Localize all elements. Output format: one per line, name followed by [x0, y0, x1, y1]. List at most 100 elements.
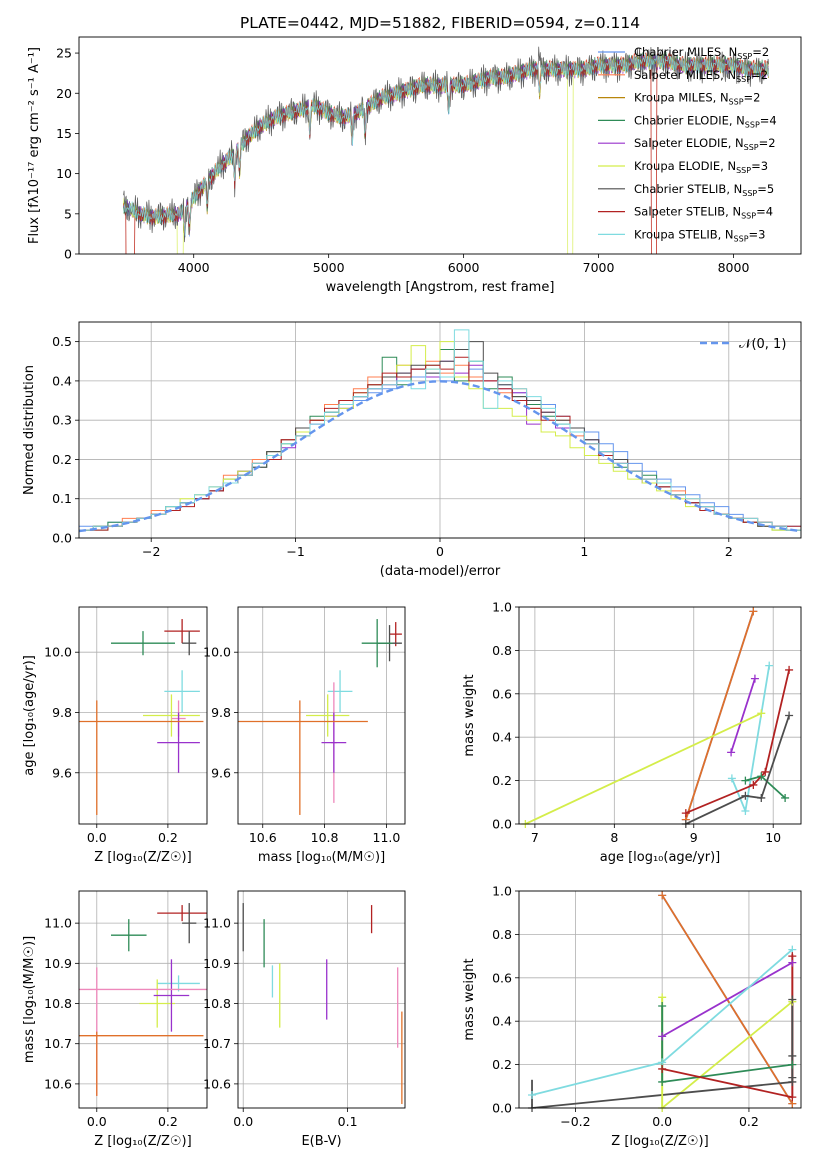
tick-label-y: 0.8	[492, 643, 512, 658]
weight-marker-7	[681, 809, 690, 818]
tick-label-y: 9.6	[52, 765, 72, 780]
legend: Chabrier MILES, NSSP=2 Salpeter MILES, NS…	[598, 45, 777, 243]
tick-label-y: 10.6	[203, 1076, 231, 1091]
weight-marker-5	[658, 1077, 667, 1086]
weight-marker-2	[750, 674, 759, 683]
tick-label-y: 10	[56, 166, 72, 181]
weight-marker-4	[757, 709, 766, 718]
axes-frame	[518, 890, 802, 1109]
plot-area	[238, 619, 402, 815]
weight-marker-6	[788, 995, 797, 1004]
panel-mass-weight-vs-Z: −0.2 0.0 0.2 0.0 0.2 0.4 0.6 0.8 1.0 Z [log₁₀(Z/Z…	[462, 884, 802, 1149]
figure-title: PLATE=0442, MJD=51882, FIBERID=0594, z=0…	[240, 14, 640, 32]
tick-label-y: 10.8	[44, 996, 72, 1011]
weight-line-2	[661, 961, 793, 1038]
panel-age-vs-Z: 0.0 0.2 9.6 9.8 10.0 Z [log₁₀(Z/Z☉)] age [log₁…	[22, 606, 208, 865]
weight-marker-7	[749, 780, 758, 789]
weight-marker-6	[757, 793, 766, 802]
axes-frame	[237, 890, 406, 1109]
weight-marker-3	[765, 661, 774, 670]
legend-entry: Chabrier MILES, NSSP=2	[634, 45, 769, 61]
tick-label-y: 0.4	[52, 373, 72, 388]
tick-label-x: 7000	[583, 260, 615, 275]
tick-label-y: 10.6	[44, 1076, 72, 1091]
tick-label-y: 11.0	[203, 916, 231, 931]
tick-label-x: 10.8	[311, 830, 339, 845]
tick-label-y: 0.5	[52, 334, 72, 349]
weight-marker-3	[727, 774, 736, 783]
tick-label-y: 9.6	[211, 765, 231, 780]
tick-label-x: 10	[765, 830, 781, 845]
legend-entry: Kroupa MILES, NSSP=2	[634, 91, 760, 107]
tick-label-x: 11.0	[373, 830, 401, 845]
tick-label-x: 9	[690, 830, 698, 845]
weight-line-4	[525, 712, 762, 824]
plot-area	[123, 46, 769, 254]
weight-line-1	[684, 611, 755, 820]
tick-label-x: 0.2	[158, 1114, 178, 1129]
weight-marker-5	[658, 1002, 667, 1011]
tick-label-y: 0	[64, 247, 72, 262]
axis-label-x: E(B-V)	[301, 1134, 341, 1149]
plot-area	[79, 903, 207, 1096]
tick-label-y: 10.0	[203, 645, 231, 660]
tick-label-x: 0.0	[87, 830, 107, 845]
tick-label-x: 0	[436, 544, 444, 559]
plot-area	[525, 611, 790, 824]
weight-marker-1	[658, 891, 667, 900]
weight-line-7	[685, 669, 790, 814]
tick-label-y: 10.9	[203, 956, 231, 971]
weight-marker-6	[741, 791, 750, 800]
tick-label-x: 2	[725, 544, 733, 559]
panel-spectrum: 4000 5000 6000 7000 8000 0 5 10 15 20 25 wavelength…	[27, 36, 802, 295]
axes-frame	[78, 321, 802, 539]
tick-label-y: 0.0	[52, 531, 72, 546]
weight-marker-5	[788, 1060, 797, 1069]
tick-label-x: 4000	[178, 260, 210, 275]
tick-label-x: 5000	[313, 260, 345, 275]
spectrum-line-8	[123, 53, 769, 236]
tick-label-y: 11.0	[44, 916, 72, 931]
axis-label-y: mass [log₁₀(M/M☉)]	[22, 936, 37, 1063]
weight-marker-5	[741, 776, 750, 785]
axis-label-y: Normed distribution	[22, 365, 37, 495]
axes-frame	[78, 890, 208, 1109]
legend-entry: Kroupa STELIB, NSSP=3	[634, 227, 765, 243]
tick-label-x: −1	[286, 544, 304, 559]
axis-label-x: mass [log₁₀(M/M☉)]	[258, 850, 385, 865]
tick-label-x: 0.2	[158, 830, 178, 845]
axis-label-x: wavelength [Angstrom, rest frame]	[326, 280, 555, 295]
tick-label-y: 10.9	[44, 956, 72, 971]
legend-entry: Salpeter MILES, NSSP=2	[634, 68, 768, 84]
weight-marker-6	[788, 1073, 797, 1082]
weight-marker-3	[528, 1090, 537, 1099]
tick-label-x: 0.0	[652, 1114, 672, 1129]
tick-label-y: 5	[64, 206, 72, 221]
tick-label-y: 15	[56, 126, 72, 141]
weight-marker-7	[658, 1064, 667, 1073]
tick-label-y: 0.1	[52, 491, 72, 506]
tick-label-x: 0.1	[338, 1114, 358, 1129]
weight-line-2	[730, 678, 756, 753]
tick-label-x: 0.0	[87, 1114, 107, 1129]
tick-label-y: 1.0	[492, 600, 512, 615]
weight-line-4	[661, 997, 793, 1108]
tick-label-x: 8	[610, 830, 618, 845]
weight-marker-6	[785, 711, 794, 720]
tick-label-x: −2	[142, 544, 160, 559]
histogram-step-7	[79, 329, 801, 538]
tick-label-x: 0.2	[739, 1114, 759, 1129]
axis-label-x: (data-model)/error	[380, 564, 501, 579]
axes-frame	[78, 36, 802, 255]
weight-marker-5	[781, 793, 790, 802]
tick-label-x: 7	[531, 830, 539, 845]
tick-label-x: 6000	[448, 260, 480, 275]
tick-label-y: 0.0	[492, 1101, 512, 1116]
tick-label-y: 0.4	[492, 1014, 512, 1029]
tick-label-y: 25	[56, 46, 72, 61]
tick-label-x: −0.2	[560, 1114, 590, 1129]
weight-marker-4	[658, 993, 667, 1002]
legend-entry: Chabrier STELIB, NSSP=5	[634, 182, 774, 198]
panel-mass-vs-EBV: 0.0 0.1 10.6 10.7 10.8 10.9 11.0 E(B-V)	[203, 890, 406, 1149]
